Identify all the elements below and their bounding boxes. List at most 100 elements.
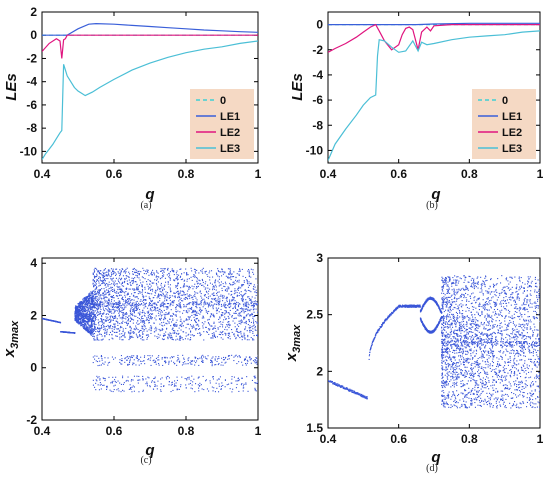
scatter-point [228,277,230,279]
scatter-point [338,385,340,387]
scatter-point [132,271,134,273]
scatter-point [106,333,108,335]
scatter-point [256,301,258,303]
scatter-point [90,292,92,294]
scatter-point [196,278,198,280]
scatter-point [247,313,249,315]
scatter-point [373,337,375,339]
scatter-point [188,286,190,288]
scatter-point [110,300,112,302]
scatter-point [79,321,81,323]
scatter-point [137,312,139,314]
scatter-point [208,305,210,307]
scatter-point [212,305,214,307]
scatter-point [255,390,257,392]
scatter-point [180,386,182,388]
scatter-point [225,275,227,277]
scatter-point [174,324,176,326]
scatter-point [176,364,178,366]
scatter-point [132,315,134,317]
scatter-point [225,304,227,306]
scatter-point [137,298,139,300]
scatter-point [89,308,91,310]
scatter-point [94,326,96,328]
scatter-point [117,321,119,323]
scatter-point [133,294,135,296]
scatter-point [174,292,176,294]
scatter-point [236,309,238,311]
scatter-point [370,346,372,348]
scatter-point [185,319,187,321]
y-tick-label: -4 [312,68,323,82]
scatter-point [82,324,84,326]
scatter-point [225,333,227,335]
scatter-point [102,307,104,309]
scatter-point [165,331,167,333]
scatter-point [87,298,89,300]
scatter-point [92,299,94,301]
scatter-point [89,318,91,320]
scatter-point [93,275,95,277]
scatter-point [114,303,116,305]
scatter-point [209,324,211,326]
scatter-point [191,308,193,310]
scatter-point [164,324,166,326]
scatter-point [104,332,106,334]
scatter-point [169,303,171,305]
scatter-point [124,307,126,309]
scatter-point [233,298,235,300]
scatter-point [204,356,206,358]
scatter-point [240,319,242,321]
scatter-point [248,273,250,275]
scatter-point [96,292,98,294]
scatter-point [106,319,108,321]
scatter-point [163,274,165,276]
scatter-point [137,337,139,339]
scatter-point [100,339,102,341]
scatter-point [243,304,245,306]
scatter-point [82,303,84,305]
scatter-point [202,284,204,286]
scatter-point [246,308,248,310]
scatter-point [82,308,84,310]
scatter-point [378,329,380,331]
scatter-point [408,306,410,308]
scatter-point [197,358,199,360]
scatter-point [105,286,107,288]
scatter-point [335,383,337,385]
scatter-point [138,284,140,286]
scatter-point [116,306,118,308]
scatter-point [117,297,119,299]
scatter-point [215,272,217,274]
scatter-point [148,315,150,317]
scatter-point [193,335,195,337]
scatter-point [190,308,192,310]
scatter-point [105,278,107,280]
scatter-point [90,308,92,310]
scatter-point [139,292,141,294]
scatter-point [158,328,160,330]
scatter-point [212,356,214,358]
scatter-point [96,355,98,357]
scatter-point [106,292,108,294]
scatter-point [154,306,156,308]
scatter-point [118,300,120,302]
scatter-point [237,288,239,290]
scatter-point [120,391,122,393]
scatter-point [75,315,77,317]
scatter-point [131,293,133,295]
scatter-point [180,294,182,296]
scatter-point [83,315,85,317]
scatter-point [168,381,170,383]
scatter-point [147,285,149,287]
scatter-point [218,311,220,313]
scatter-point [198,385,200,387]
scatter-point [218,282,220,284]
scatter-point [153,302,155,304]
scatter-point [83,308,85,310]
scatter-point [122,312,124,314]
scatter-point [80,320,82,322]
scatter-point [154,385,156,387]
scatter-point [109,361,111,363]
scatter-point [222,312,224,314]
